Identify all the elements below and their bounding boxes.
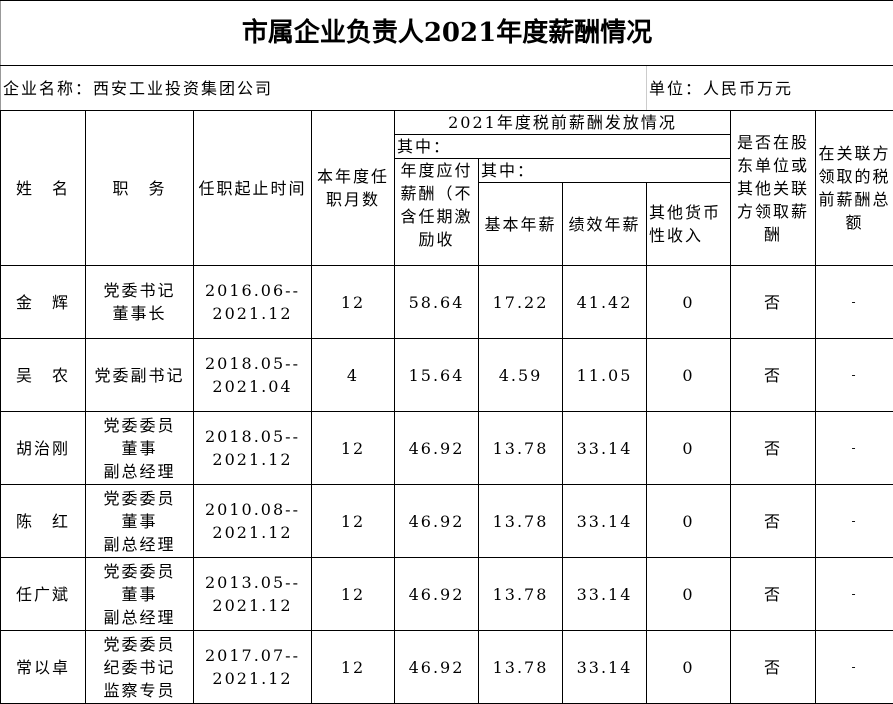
header-of-which-2: 其中： bbox=[479, 159, 731, 183]
cell-months: 12 bbox=[312, 558, 395, 631]
cell-term: 2016.06-- 2021.12 bbox=[194, 266, 312, 339]
cell-position: 党委书记 董事长 bbox=[86, 266, 194, 339]
cell-months: 12 bbox=[312, 485, 395, 558]
cell-name: 胡治刚 bbox=[1, 412, 86, 485]
cell-term: 2013.05-- 2021.12 bbox=[194, 558, 312, 631]
cell-term: 2018.05-- 2021.12 bbox=[194, 412, 312, 485]
cell-related: - bbox=[816, 631, 893, 704]
cell-name: 陈 红 bbox=[1, 485, 86, 558]
cell-payable: 58.64 bbox=[395, 266, 479, 339]
cell-payable: 46.92 bbox=[395, 485, 479, 558]
cell-other: 0 bbox=[647, 339, 731, 412]
cell-position: 党委委员 纪委书记 监察专员 bbox=[86, 631, 194, 704]
cell-term: 2017.07-- 2021.12 bbox=[194, 631, 312, 704]
cell-other: 0 bbox=[647, 412, 731, 485]
header-other: 其他货币性收入 bbox=[647, 183, 731, 266]
cell-position: 党委委员 董事 副总经理 bbox=[86, 485, 194, 558]
cell-related: - bbox=[816, 558, 893, 631]
cell-other: 0 bbox=[647, 266, 731, 339]
cell-position: 党委委员 董事 副总经理 bbox=[86, 412, 194, 485]
header-position: 职 务 bbox=[86, 111, 194, 266]
cell-term: 2018.05-- 2021.04 bbox=[194, 339, 312, 412]
cell-related: - bbox=[816, 266, 893, 339]
cell-related: - bbox=[816, 339, 893, 412]
cell-other: 0 bbox=[647, 558, 731, 631]
header-basic: 基本年薪 bbox=[479, 183, 563, 266]
cell-months: 4 bbox=[312, 339, 395, 412]
unit-label: 单位：人民币万元 bbox=[647, 66, 893, 111]
cell-performance: 33.14 bbox=[563, 558, 647, 631]
cell-position: 党委副书记 bbox=[86, 339, 194, 412]
cell-term: 2010.08-- 2021.12 bbox=[194, 485, 312, 558]
cell-shareholder: 否 bbox=[731, 631, 816, 704]
cell-related: - bbox=[816, 412, 893, 485]
cell-shareholder: 否 bbox=[731, 266, 816, 339]
cell-name: 任广斌 bbox=[1, 558, 86, 631]
cell-basic: 13.78 bbox=[479, 485, 563, 558]
cell-months: 12 bbox=[312, 266, 395, 339]
cell-position: 党委委员 董事 副总经理 bbox=[86, 558, 194, 631]
company-name: 企业名称：西安工业投资集团公司 bbox=[1, 66, 647, 111]
cell-payable: 46.92 bbox=[395, 631, 479, 704]
cell-performance: 41.42 bbox=[563, 266, 647, 339]
cell-shareholder: 否 bbox=[731, 485, 816, 558]
header-months: 本年度任职月数 bbox=[312, 111, 395, 266]
cell-name: 金 辉 bbox=[1, 266, 86, 339]
cell-basic: 4.59 bbox=[479, 339, 563, 412]
cell-shareholder: 否 bbox=[731, 558, 816, 631]
cell-basic: 17.22 bbox=[479, 266, 563, 339]
cell-performance: 11.05 bbox=[563, 339, 647, 412]
cell-performance: 33.14 bbox=[563, 485, 647, 558]
header-of-which: 其中： bbox=[395, 135, 731, 159]
cell-months: 12 bbox=[312, 631, 395, 704]
cell-shareholder: 否 bbox=[731, 339, 816, 412]
cell-basic: 13.78 bbox=[479, 412, 563, 485]
cell-payable: 46.92 bbox=[395, 412, 479, 485]
cell-months: 12 bbox=[312, 412, 395, 485]
header-shareholder: 是否在股东单位或其他关联方领取薪酬 bbox=[731, 111, 816, 266]
header-name: 姓 名 bbox=[1, 111, 86, 266]
cell-other: 0 bbox=[647, 631, 731, 704]
cell-name: 常以卓 bbox=[1, 631, 86, 704]
header-payable: 年度应付薪酬（不含任期激励收 bbox=[395, 159, 479, 266]
cell-basic: 13.78 bbox=[479, 631, 563, 704]
cell-performance: 33.14 bbox=[563, 631, 647, 704]
cell-payable: 46.92 bbox=[395, 558, 479, 631]
cell-shareholder: 否 bbox=[731, 412, 816, 485]
header-term: 任职起止时间 bbox=[194, 111, 312, 266]
cell-basic: 13.78 bbox=[479, 558, 563, 631]
header-performance: 绩效年薪 bbox=[563, 183, 647, 266]
header-group: 2021年度税前薪酬发放情况 bbox=[395, 111, 731, 135]
header-related-total: 在关联方领取的税前薪酬总额 bbox=[816, 111, 893, 266]
cell-name: 吴 农 bbox=[1, 339, 86, 412]
cell-related: - bbox=[816, 485, 893, 558]
cell-performance: 33.14 bbox=[563, 412, 647, 485]
cell-other: 0 bbox=[647, 485, 731, 558]
page-title: 市属企业负责人2021年度薪酬情况 bbox=[1, 1, 893, 66]
cell-payable: 15.64 bbox=[395, 339, 479, 412]
